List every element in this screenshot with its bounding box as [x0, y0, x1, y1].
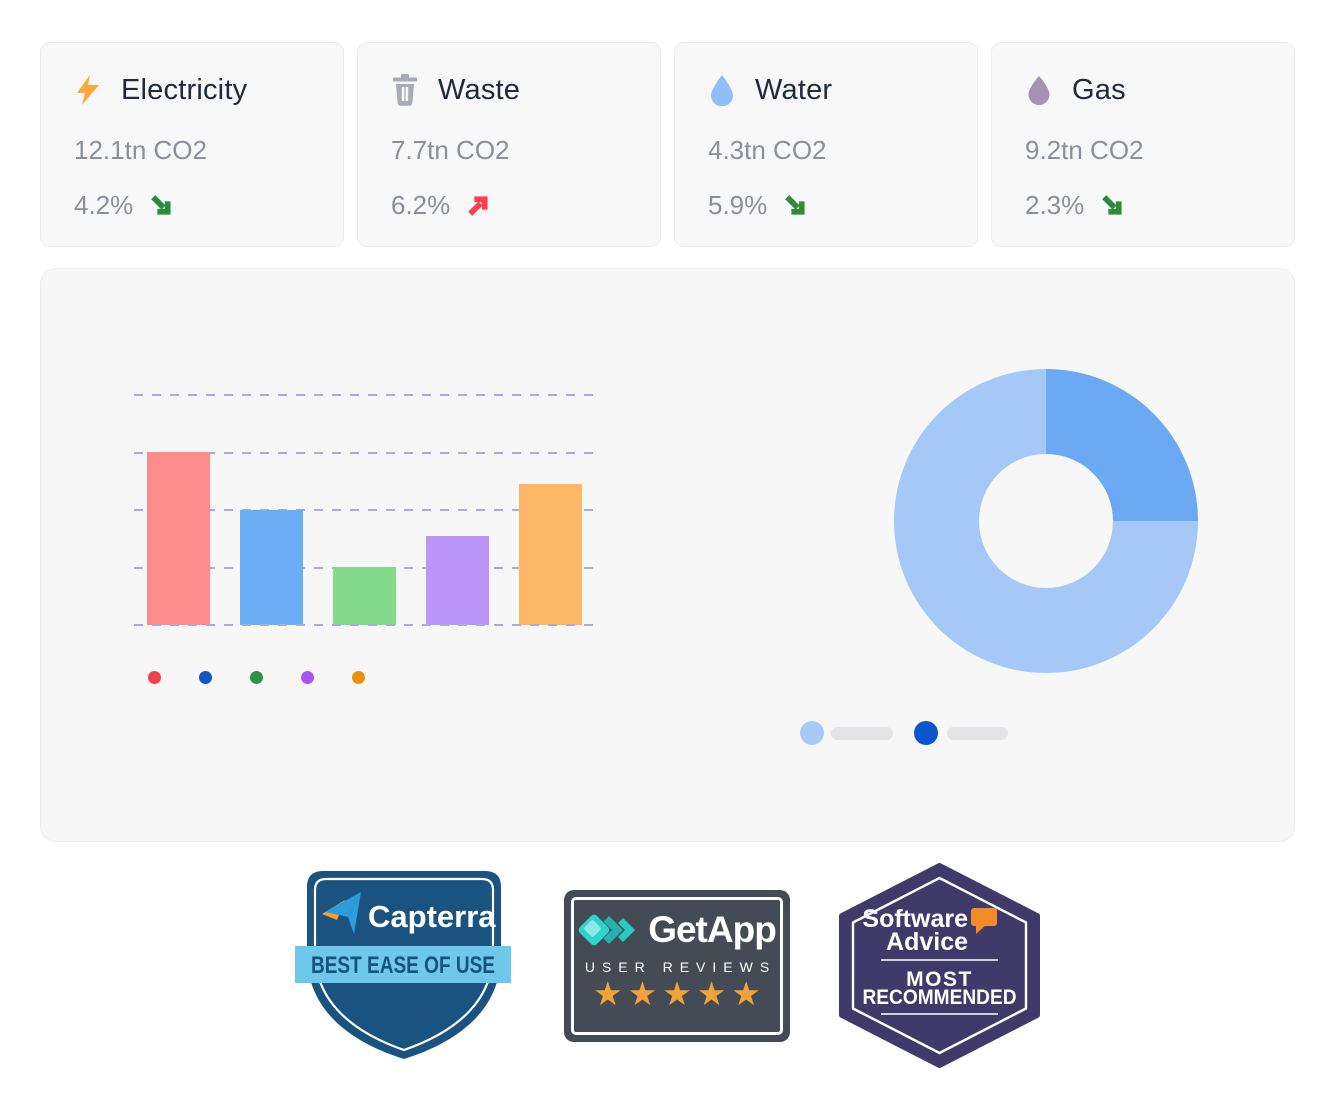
bar-legend-dot-1: [148, 671, 161, 684]
charts-panel: [40, 268, 1295, 842]
stat-card-value: 9.2tn CO2: [1025, 135, 1144, 165]
stat-card-gas: Gas 9.2tn CO2 2.3%: [991, 42, 1295, 247]
stat-card-change: 5.9%: [708, 190, 768, 220]
stat-card-title-row: Gas: [1025, 72, 1294, 108]
software-advice-award-line2: RECOMMENDED: [863, 986, 1017, 1009]
bar-series-4: [426, 536, 489, 625]
stat-card-change-row: 6.2%: [391, 190, 660, 221]
getapp-logo-icon: [578, 914, 636, 946]
capterra-ribbon: [295, 946, 511, 983]
capterra-ribbon-text: BEST EASE OF USE: [311, 952, 495, 979]
stat-card-water: Water 4.3tn CO2 5.9%: [674, 42, 978, 247]
stat-card-change-row: 4.2%: [74, 190, 343, 221]
donut-legend-dot-1: [800, 721, 824, 745]
stat-card-electricity: Electricity 12.1tn CO2 4.2%: [40, 42, 344, 247]
software-advice-inner-line: [851, 876, 1028, 1055]
stat-card-value: 4.3tn CO2: [708, 135, 827, 165]
gas-drop-icon: [1025, 74, 1053, 106]
software-advice-logo-line1: Software: [862, 905, 968, 933]
donut-chart: [894, 369, 1198, 673]
trend-down-icon: [148, 192, 175, 219]
gridline: [134, 394, 594, 396]
stat-card-title-row: Water: [708, 72, 977, 108]
donut-slice-2: [894, 369, 1198, 673]
water-drop-icon: [708, 74, 736, 106]
capterra-badge: Capterra BEST EASE OF USE: [295, 871, 511, 1059]
trend-down-icon: [782, 192, 809, 219]
bar-legend-dot-3: [250, 671, 263, 684]
bar-legend-dot-5: [352, 671, 365, 684]
gridline: [134, 624, 594, 626]
stat-card-change-row: 5.9%: [708, 190, 977, 221]
gridline: [134, 451, 594, 454]
stat-card-waste: Waste 7.7tn CO2 6.2%: [357, 42, 661, 247]
getapp-logo-text: GetApp: [648, 909, 777, 950]
software-advice-hexagon: [839, 863, 1040, 1068]
capterra-shield-inner-line: [313, 877, 495, 1052]
bar-series-1: [147, 452, 210, 625]
stat-card-title-row: Electricity: [74, 72, 343, 108]
trash-icon: [391, 74, 419, 106]
trend-up-icon: [465, 192, 492, 219]
capterra-logo-text: Capterra: [368, 899, 496, 934]
bar-legend-dot-4: [301, 671, 314, 684]
bar-legend-dot-2: [199, 671, 212, 684]
getapp-subtitle: USER REVIEWS: [584, 959, 777, 975]
bar-chart: [134, 394, 594, 626]
bar-series-2: [240, 510, 303, 625]
stat-card-label: Gas: [1072, 73, 1126, 106]
software-advice-logo-line2: Advice: [886, 928, 968, 956]
stat-card-label: Water: [755, 73, 833, 106]
speech-bubble-icon: [971, 908, 997, 934]
gridline: [134, 509, 594, 511]
getapp-star-rating: ★★★★★: [593, 975, 766, 1012]
getapp-logo-row: GetApp: [564, 909, 790, 951]
stat-card-change-row: 2.3%: [1025, 190, 1294, 221]
stat-card-label: Waste: [438, 73, 521, 106]
stat-card-change: 4.2%: [74, 190, 134, 220]
stat-card-title-row: Waste: [391, 72, 660, 108]
stat-card-label: Electricity: [121, 73, 248, 106]
bolt-icon: [74, 74, 102, 106]
capterra-logo-icon: [322, 892, 361, 934]
donut-legend-label-placeholder-2: [947, 727, 1008, 740]
stat-card-change: 6.2%: [391, 190, 451, 220]
bar-series-3: [333, 567, 396, 625]
stat-card-value: 7.7tn CO2: [391, 135, 510, 165]
software-advice-badge: Software Advice MOST RECOMMENDED: [839, 863, 1040, 1068]
trend-down-icon: [1099, 192, 1126, 219]
bar-series-5: [519, 484, 582, 625]
software-advice-award-line1: MOST: [906, 968, 973, 991]
stat-card-change: 2.3%: [1025, 190, 1085, 220]
donut-legend-label-placeholder-1: [831, 727, 893, 740]
getapp-badge: GetApp USER REVIEWS ★★★★★: [564, 890, 790, 1042]
stat-card-value: 12.1tn CO2: [74, 135, 207, 165]
donut-legend-dot-2: [914, 721, 938, 745]
donut-slice-1: [1046, 369, 1198, 521]
